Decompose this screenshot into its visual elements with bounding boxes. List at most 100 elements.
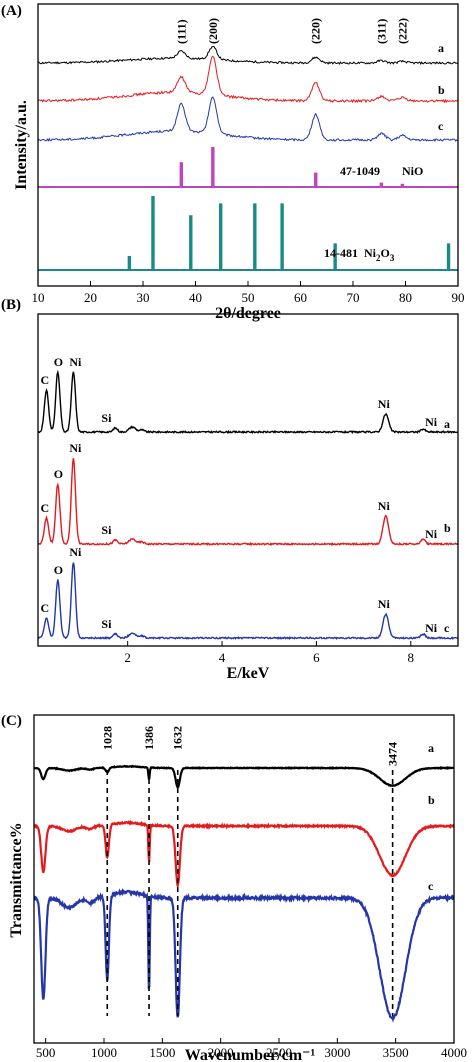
panel-a-y-axis-label: Intensity/a.u. xyxy=(13,100,30,190)
b-a-element-label-0: C xyxy=(41,373,50,387)
eds-spectrum-c xyxy=(37,562,458,640)
panel-a-series-labels: a b c xyxy=(438,41,445,133)
a-xtick-label-10: 10 xyxy=(32,290,45,305)
ref-ni2o3-sub-2: 3 xyxy=(390,253,395,263)
panel-c-x-ticks: 500 1000 1500 2000 2500 3000 3500 4000 xyxy=(36,1038,467,1060)
xrd-pattern-a xyxy=(37,45,458,65)
a-peak-label-3: (311) xyxy=(374,19,388,44)
panel-b-frame xyxy=(37,313,459,647)
a-peak-label-2: (220) xyxy=(309,18,323,44)
xrd-pattern-c xyxy=(37,96,458,142)
ref-ni2o3-phase-o: O xyxy=(381,246,390,260)
b-b-element-label-3: Si xyxy=(101,523,112,537)
c-series-label-c: c xyxy=(428,879,434,893)
panel-a-frame xyxy=(37,3,459,287)
c-series-label-a: a xyxy=(428,741,434,755)
a-series-label-a: a xyxy=(438,41,444,55)
c-xtick-label-1000: 1000 xyxy=(91,1045,117,1060)
b-b-element-label-1: O xyxy=(54,467,63,481)
panel-a: (A) 10 20 30 40 50 60 70 80 90 (111) (200) (220) (3… xyxy=(1,3,465,322)
eds-spectrum-a xyxy=(37,369,459,435)
b-c-element-label-4: Ni xyxy=(378,597,391,611)
panel-a-peak-labels: (111) (200) (220) (311) (222) xyxy=(174,18,409,44)
b-c-element-label-0: C xyxy=(41,601,50,615)
c-xtick-label-1500: 1500 xyxy=(149,1045,175,1060)
b-xtick-label-8: 8 xyxy=(408,650,415,665)
c-band-label-2: 1632 xyxy=(171,726,185,750)
a-xtick-label-20: 20 xyxy=(84,290,97,305)
panel-c-plot xyxy=(33,764,455,1023)
ref-ni2o3-phase-ni: Ni xyxy=(364,246,377,260)
b-b-element-label-4: Ni xyxy=(378,499,391,513)
ref-ni2o3-label: 14-481 Ni2O3 xyxy=(324,246,395,263)
b-a-element-label-5: Ni xyxy=(425,415,438,429)
ref-ni2o3-card: 14-481 xyxy=(324,246,358,260)
panel-b-x-axis-label: E/keV xyxy=(227,665,270,682)
b-a-element-label-2: Ni xyxy=(69,355,82,369)
a-xtick-label-50: 50 xyxy=(242,290,255,305)
a-xtick-label-90: 90 xyxy=(452,290,465,305)
panel-c: (C) 500 1000 1500 2000 2500 3000 3500 4000 1028… xyxy=(1,713,467,1062)
ftir-spectrum-c xyxy=(33,887,455,1023)
c-xtick-label-3000: 3000 xyxy=(324,1045,350,1060)
b-xtick-label-6: 6 xyxy=(313,650,320,665)
b-series-label-a: a xyxy=(444,417,450,431)
b-b-element-label-5: Ni xyxy=(425,527,438,541)
panel-c-y-axis-label: Transmittance% xyxy=(8,822,25,937)
b-series-label-c: c xyxy=(444,621,450,635)
c-xtick-label-2500: 2500 xyxy=(266,1045,292,1060)
ref-nio-card: 47-1049 xyxy=(340,164,380,178)
c-xtick-label-4000: 4000 xyxy=(441,1045,467,1060)
a-xtick-label-70: 70 xyxy=(347,290,360,305)
panel-c-x-axis-label: Wavenumber/cm⁻¹ xyxy=(185,1047,316,1062)
panel-c-band-labels: 1028 1386 1632 3474 xyxy=(100,726,399,766)
b-c-element-label-5: Ni xyxy=(425,621,438,635)
ftir-spectrum-a xyxy=(33,764,455,790)
panel-a-label: (A) xyxy=(1,3,22,19)
a-xtick-label-80: 80 xyxy=(399,290,412,305)
a-xtick-label-30: 30 xyxy=(137,290,150,305)
c-band-label-1: 1386 xyxy=(142,726,156,750)
panel-c-label: (C) xyxy=(1,713,22,729)
panel-b-plot xyxy=(37,369,459,640)
b-b-element-label-2: Ni xyxy=(69,441,82,455)
c-series-label-b: b xyxy=(428,793,435,807)
a-xtick-label-60: 60 xyxy=(294,290,307,305)
c-xtick-label-3500: 3500 xyxy=(383,1045,409,1060)
a-xtick-label-40: 40 xyxy=(189,290,202,305)
b-a-element-label-4: Ni xyxy=(378,397,391,411)
panel-c-frame xyxy=(33,714,455,1044)
ref-ni2o3-sub-1: 2 xyxy=(376,253,381,263)
panel-b-series-labels: a b c xyxy=(444,417,451,635)
b-c-element-label-1: O xyxy=(54,563,63,577)
c-band-label-3: 3474 xyxy=(386,742,400,766)
a-peak-label-1: (200) xyxy=(206,18,220,44)
b-a-element-label-1: O xyxy=(54,355,63,369)
b-series-label-b: b xyxy=(444,521,451,535)
panel-b-x-ticks: 2 4 6 8 xyxy=(124,641,414,665)
b-c-element-label-2: Ni xyxy=(69,545,82,559)
b-b-element-label-0: C xyxy=(41,501,50,515)
panel-a-plot xyxy=(37,45,458,271)
a-series-label-c: c xyxy=(438,119,444,133)
ref-nio-phase: NiO xyxy=(402,164,423,178)
a-peak-label-4: (222) xyxy=(395,18,409,44)
panel-c-series-labels: a b c xyxy=(428,741,435,893)
c-xtick-label-2000: 2000 xyxy=(208,1045,234,1060)
eds-spectrum-b xyxy=(37,458,459,547)
a-series-label-b: b xyxy=(438,83,445,97)
b-c-element-label-3: Si xyxy=(101,617,112,631)
b-a-element-label-3: Si xyxy=(101,411,112,425)
b-xtick-label-4: 4 xyxy=(219,650,226,665)
ftir-spectrum-b xyxy=(33,820,455,890)
c-band-label-0: 1028 xyxy=(100,726,114,750)
b-xtick-label-2: 2 xyxy=(124,650,131,665)
c-xtick-label-500: 500 xyxy=(36,1045,56,1060)
xrd-pattern-b xyxy=(37,55,458,104)
panel-a-x-ticks: 10 20 30 40 50 60 70 80 90 xyxy=(32,281,465,305)
panel-b-label: (B) xyxy=(1,297,21,313)
a-peak-label-0: (111) xyxy=(174,19,188,44)
